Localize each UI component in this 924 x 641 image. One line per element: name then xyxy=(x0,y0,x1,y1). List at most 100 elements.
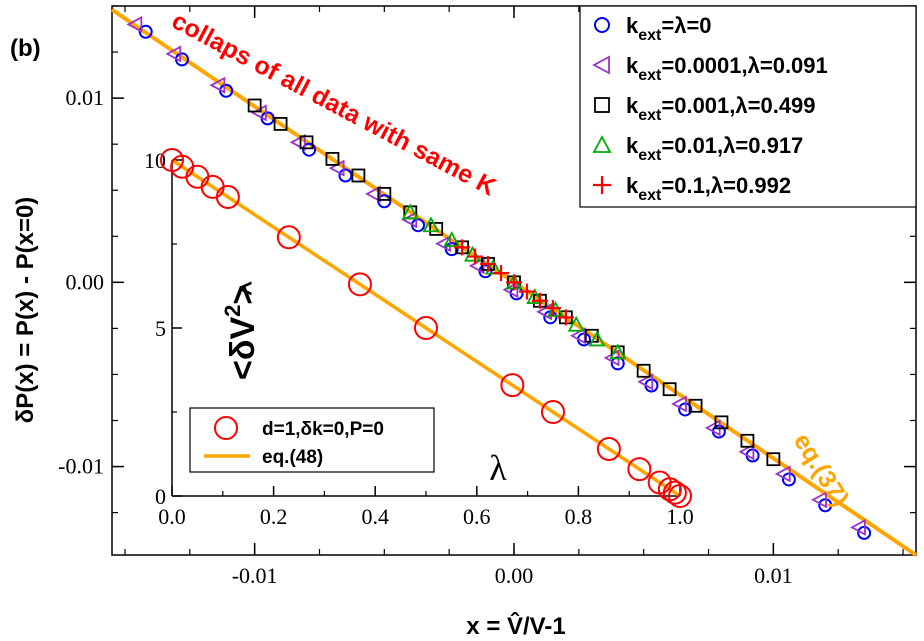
main-x-tick-label: -0.01 xyxy=(232,563,278,588)
main-data-point-s1 xyxy=(569,327,586,345)
inset-data-point xyxy=(541,400,565,424)
main-y-tick-label: -0.01 xyxy=(58,454,104,479)
inset-data-point xyxy=(215,184,240,209)
main-data-point-s4 xyxy=(454,239,471,256)
inset-data-point xyxy=(276,225,301,250)
main-data-point-s0 xyxy=(338,168,353,183)
inset-x-tick-label: 0.0 xyxy=(158,504,186,529)
inset-x-tick-label: 0.6 xyxy=(463,504,491,529)
main-data-point-s1 xyxy=(165,45,182,63)
main-data-point-s2 xyxy=(351,168,366,183)
main-data-markers xyxy=(126,15,872,540)
main-data-point-s3 xyxy=(588,330,606,347)
inset-y-hat: ^ xyxy=(234,281,264,296)
inset-data-point xyxy=(347,272,372,297)
inset-x-axis-label: λ xyxy=(489,448,507,488)
main-data-point-s0 xyxy=(302,142,317,157)
main-legend-marker-2 xyxy=(594,97,610,113)
main-data-point-s4 xyxy=(531,292,548,309)
main-y-axis-label: δP(x) = P(x) - P(x=0) xyxy=(12,197,39,424)
main-data-point-s3 xyxy=(567,315,585,332)
main-x-axis-label: x = V̂/V-1 xyxy=(466,612,565,640)
inset-data-point xyxy=(414,316,438,340)
main-legend-marker-4 xyxy=(593,176,611,194)
inset-data-point xyxy=(662,480,687,505)
collapse-annotation: collaps of all data with same K xyxy=(167,7,500,202)
main-data-point-s4 xyxy=(480,255,497,272)
inset-legend-circle-marker xyxy=(214,416,238,440)
main-data-point-s3 xyxy=(526,288,544,304)
inset-data-point xyxy=(668,484,692,508)
eq37-label: eq.(37) xyxy=(788,428,854,511)
inset-data-point xyxy=(627,457,652,482)
main-y-tick-label: 0.00 xyxy=(66,269,105,294)
main-legend-label-0: kext=λ=0 xyxy=(626,13,712,44)
main-data-point-s3 xyxy=(609,343,627,360)
main-x-tick-label: 0.00 xyxy=(495,563,534,588)
main-data-point-s1 xyxy=(365,185,381,203)
main-data-point-s2 xyxy=(299,135,314,150)
main-data-point-s1 xyxy=(671,395,687,413)
inset-y-tick-label: 0 xyxy=(155,484,166,509)
inset-plot: 0.0 0.2 0.4 0.6 0.8 1.0 0 5 10 <δV2> ^ λ d=1,δk=… xyxy=(144,148,694,529)
main-data-point-s1 xyxy=(637,373,654,391)
main-legend-marker-3 xyxy=(592,135,612,153)
main-legend-box xyxy=(579,5,917,208)
inset-data-markers xyxy=(160,148,692,508)
main-data-point-s1 xyxy=(502,281,519,299)
main-data-point-s1 xyxy=(126,15,143,33)
main-data-point-s2 xyxy=(325,152,340,166)
main-data-point-s1 xyxy=(209,76,226,94)
main-data-point-s2 xyxy=(688,398,703,413)
inset-y-tick-label: 10 xyxy=(144,148,166,173)
main-data-point-s4 xyxy=(557,309,574,326)
inset-legend-label-0: d=1,δk=0,P=0 xyxy=(262,419,384,440)
main-data-point-s2 xyxy=(662,382,677,397)
main-data-point-s2 xyxy=(636,363,651,378)
main-legend-label-2: kext=0.001,λ=0.499 xyxy=(626,93,816,124)
inset-data-point xyxy=(596,436,621,461)
inset-legend-label-1: eq.(48) xyxy=(262,447,323,468)
main-data-point-s3 xyxy=(401,203,419,220)
main-data-point-s0 xyxy=(377,194,392,209)
main-data-point-s3 xyxy=(443,231,461,247)
main-data-point-s1 xyxy=(774,465,791,483)
main-data-point-s1 xyxy=(850,518,866,536)
main-data-point-s4 xyxy=(493,265,510,282)
inset-x-tick-label: 0.2 xyxy=(260,504,288,529)
main-data-point-s3 xyxy=(422,216,440,233)
main-legend-marker-0 xyxy=(594,17,610,33)
main-legend-label-4: kext=0.1,λ=0.992 xyxy=(626,173,791,204)
main-data-point-s1 xyxy=(811,491,827,509)
main-data-point-s1 xyxy=(435,235,451,253)
main-data-point-s4 xyxy=(518,283,535,300)
main-data-point-s1 xyxy=(738,443,755,461)
main-legend: kext=λ=0 kext=0.0001,λ=0.091 kext=0.001,λ=… xyxy=(579,5,917,208)
main-data-point-s1 xyxy=(250,104,267,122)
main-data-point-s1 xyxy=(401,211,418,229)
main-legend-label-3: kext=0.01,λ=0.917 xyxy=(626,133,803,164)
main-data-point-s1 xyxy=(468,257,485,275)
main-data-point-s4 xyxy=(544,300,561,317)
main-legend-label-1: kext=0.0001,λ=0.091 xyxy=(626,53,828,84)
main-data-point-s2 xyxy=(377,187,392,201)
main-data-point-s2 xyxy=(247,98,262,113)
inset-x-tick-label: 0.4 xyxy=(361,504,389,529)
main-y-tick-label: 0.01 xyxy=(66,85,105,110)
main-data-point-s1 xyxy=(289,133,306,151)
inset-x-tick-label: 1.0 xyxy=(666,504,694,529)
main-data-point-s2 xyxy=(740,433,755,448)
eq48-fit-line xyxy=(171,158,681,498)
main-data-point-s2 xyxy=(714,415,729,430)
main-data-point-s4 xyxy=(467,248,484,265)
main-x-tick-label: 0.01 xyxy=(754,563,793,588)
inset-data-point xyxy=(500,373,525,398)
main-data-point-s2 xyxy=(273,117,288,131)
main-data-point-s2 xyxy=(766,452,781,467)
panel-label: (b) xyxy=(10,35,41,62)
inset-y-tick-label: 5 xyxy=(155,316,166,341)
inset-x-tick-label: 0.8 xyxy=(565,504,593,529)
main-data-point-s2 xyxy=(429,222,444,236)
main-data-point-s0 xyxy=(138,24,153,39)
